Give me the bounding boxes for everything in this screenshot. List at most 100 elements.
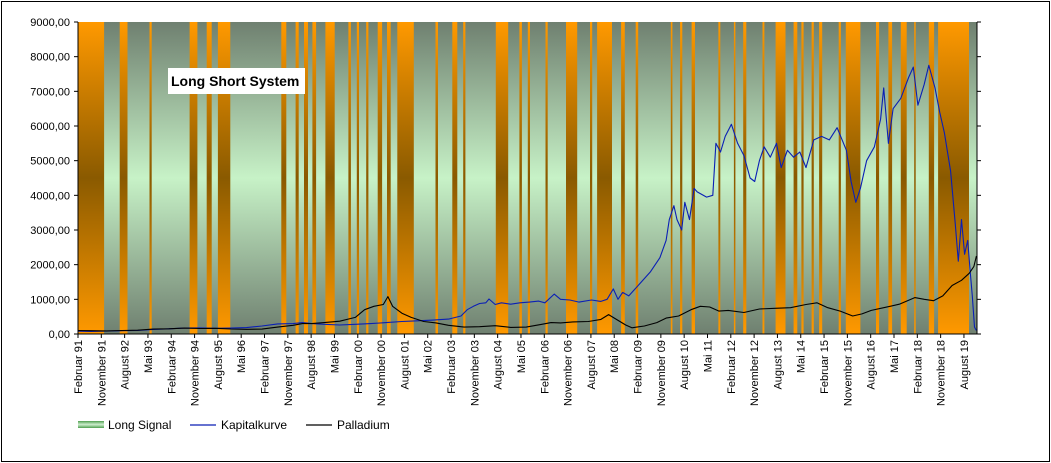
long-signal-band [928,22,935,334]
right-axis-ticks [977,21,981,335]
long-signal-band [811,22,814,334]
long-signal-band [838,22,841,334]
long-signal-band [793,22,798,334]
x-tick-label: Februar 94 [166,340,178,394]
long-signal-band [206,22,212,334]
long-signal-band [621,22,625,334]
x-tick-label: Februar 18 [912,340,924,394]
x-tick-label: Mai 08 [609,340,621,373]
x-tick-label: Februar 97 [260,340,272,394]
long-signal-band [775,22,786,334]
y-tick-label: 7000,00 [30,86,70,98]
y-tick-label: 2000,00 [30,260,70,272]
x-tick-label: Februar 15 [819,340,831,394]
x-tick-label: Februar 91 [73,340,85,394]
chart-title-background [168,68,305,94]
long-signal-band [519,22,522,334]
long-signal-band [304,22,308,334]
long-signal-band [348,22,351,334]
long-signal-band [463,22,466,334]
long-signal-band [78,22,105,334]
x-tick-label: August 98 [306,340,318,390]
long-signal-band [914,22,916,334]
x-tick-label: November 94 [190,340,202,406]
long-signal-band [597,22,612,334]
x-tick-label: Februar 09 [633,340,645,394]
x-tick-label: Mai 05 [516,340,528,373]
x-tick-label: August 13 [772,340,784,390]
x-tick-label: November 09 [656,340,668,406]
y-tick-label: 1000,00 [30,294,70,306]
series-line-palladium [77,255,977,332]
long-signal-band [888,22,893,334]
long-signal-band [387,22,391,334]
long-signal-band [762,22,765,334]
y-axis-ticks: 0,00 1000,00 2000,00 3000,00 4000,00 5000,00 6… [30,17,78,341]
long-signal-band [876,22,880,334]
y-tick-label: 4000,00 [30,190,70,202]
long-signal-band [635,22,639,334]
y-tick-label: 5000,00 [30,156,70,168]
legend-label-kapitalkurve: Kapitalkurve [221,418,287,432]
long-signal-band [325,22,335,334]
x-tick-label: November 97 [283,340,295,406]
x-tick-label: Februar 12 [726,340,738,394]
long-signal-band [733,22,736,334]
x-tick-label: November 00 [376,340,388,406]
long-signal-band [691,22,695,334]
x-tick-label: August 07 [586,340,598,390]
y-tick-label: 3000,00 [30,225,70,237]
y-tick-label: 9000,00 [30,17,70,29]
x-tick-label: August 10 [679,340,691,390]
series-line-kapitalkurve [77,64,977,332]
long-signal-band [217,22,231,334]
long-signal-band [435,22,438,334]
x-tick-label: Februar 03 [446,340,458,394]
long-signal-band [845,22,861,334]
x-tick-label: November 12 [749,340,761,406]
x-tick-label: November 91 [96,340,108,406]
long-signal-band [680,22,683,334]
long-signal-band [149,22,152,334]
x-tick-label: Mai 99 [330,340,342,373]
x-tick-label: Mai 17 [889,340,901,373]
x-tick-label: November 03 [469,340,481,406]
x-tick-label: Februar 06 [539,340,551,394]
x-tick-label: November 06 [563,340,575,406]
long-signal-band [189,22,198,334]
x-tick-label: Mai 96 [236,340,248,373]
x-tick-label: August 92 [120,340,132,390]
x-tick-label: August 16 [866,340,878,390]
x-tick-label: Mai 02 [423,340,435,373]
legend: Long Signal Kapitalkurve Palladium [78,418,390,432]
long-signal-band [397,22,414,334]
long-signal-band [670,22,673,334]
long-signal-band [312,22,317,334]
long-signal-band [366,22,369,334]
long-signal-band [495,22,509,334]
long-signal-band [743,22,747,334]
x-tick-label: Mai 14 [796,340,808,373]
chart-title: Long Short System [171,73,299,89]
long-signal-band [545,22,548,334]
long-signal-band [377,22,383,334]
legend-label-palladium: Palladium [337,418,390,432]
series-lines [77,64,977,332]
x-tick-label: August 19 [959,340,971,390]
long-signal-band [819,22,823,334]
y-tick-label: 0,00 [49,329,70,341]
long-signal-bands [78,22,969,334]
long-signal-band [119,22,128,334]
y-tick-label: 8000,00 [30,52,70,64]
x-tick-label: Mai 93 [143,340,155,373]
x-tick-label: Mai 11 [703,340,715,372]
y-tick-label: 6000,00 [30,121,70,133]
long-signal-band [527,22,530,334]
x-tick-label: November 18 [936,340,948,406]
long-signal-band [900,22,907,334]
long-signal-band [801,22,804,334]
long-signal-band [356,22,359,334]
x-axis-ticks: Februar 91 November 91 August 92 Mai 93 Febr… [73,334,971,406]
long-signal-band [452,22,458,334]
